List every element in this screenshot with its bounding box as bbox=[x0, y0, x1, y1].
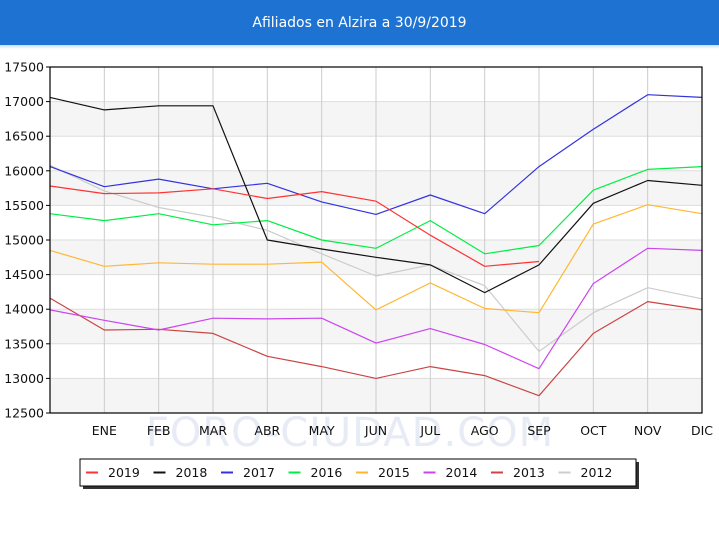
legend-label-2013: 2013 bbox=[513, 465, 545, 480]
x-tick-label: OCT bbox=[580, 423, 607, 438]
legend-label-2016: 2016 bbox=[311, 465, 343, 480]
y-tick-label: 16500 bbox=[4, 129, 44, 144]
series-line-2015 bbox=[49, 204, 703, 314]
x-tick-label: ABR bbox=[254, 423, 280, 438]
x-tick-label: MAY bbox=[309, 423, 335, 438]
series-lines bbox=[49, 94, 703, 397]
y-tick-label: 13500 bbox=[4, 336, 44, 351]
y-tick-label: 12500 bbox=[4, 406, 44, 421]
legend: 2019 2018 2017 2016 2015 2014 2013 2012 bbox=[79, 458, 639, 489]
legend-label-2014: 2014 bbox=[446, 465, 478, 480]
y-tick-label: 14500 bbox=[4, 267, 44, 282]
page-title: Afiliados en Alzira a 30/9/2019 bbox=[252, 15, 467, 31]
x-tick-label: MAR bbox=[199, 423, 227, 438]
y-tick-label: 17000 bbox=[4, 94, 44, 109]
x-tick-label: DIC bbox=[691, 423, 713, 438]
legend-label-2018: 2018 bbox=[176, 465, 208, 480]
series-line-2017 bbox=[49, 94, 703, 215]
y-tick-label: 15500 bbox=[4, 198, 44, 213]
y-tick-label: 17500 bbox=[4, 60, 44, 75]
x-tick-label: AGO bbox=[471, 423, 499, 438]
series-line-2012 bbox=[49, 164, 703, 352]
x-axis-ticks: ENE FEB MAR ABR MAY JUN JUL AGO SEP OCT NOV DIC bbox=[92, 423, 714, 438]
legend-items: 2019 2018 2017 2016 2015 2014 2013 2012 bbox=[86, 465, 612, 480]
x-tick-label: SEP bbox=[527, 423, 551, 438]
legend-box bbox=[79, 458, 637, 487]
x-tick-label: FEB bbox=[147, 423, 171, 438]
y-axis-ticks: 12500 13000 13500 14000 14500 15000 15500 16000… bbox=[4, 60, 50, 421]
x-tick-label: JUL bbox=[419, 423, 440, 438]
watermark-text: FORO-CIUDAD.COM bbox=[146, 410, 554, 456]
series-line-2019 bbox=[49, 185, 540, 267]
legend-label-2015: 2015 bbox=[378, 465, 410, 480]
y-tick-label: 16000 bbox=[4, 163, 44, 178]
legend-label-2017: 2017 bbox=[243, 465, 275, 480]
series-line-2014 bbox=[49, 247, 703, 370]
title-bar-shadow bbox=[0, 45, 719, 49]
line-chart: FORO-CIUDAD.COM 12500 13000 13500 14000 1450… bbox=[4, 60, 714, 489]
y-tick-label: 14000 bbox=[4, 302, 44, 317]
y-tick-label: 15000 bbox=[4, 233, 44, 248]
legend-label-2019: 2019 bbox=[108, 465, 140, 480]
series-line-2013 bbox=[49, 297, 703, 397]
y-tick-label: 13000 bbox=[4, 371, 44, 386]
legend-label-2012: 2012 bbox=[581, 465, 613, 480]
chart-title-bar: Afiliados en Alzira a 30/9/2019 bbox=[0, 0, 719, 45]
series-line-2018 bbox=[49, 96, 703, 294]
x-tick-label: NOV bbox=[634, 423, 662, 438]
x-tick-label: JUN bbox=[364, 423, 387, 438]
x-tick-label: ENE bbox=[92, 423, 117, 438]
series-line-2016 bbox=[49, 166, 703, 255]
